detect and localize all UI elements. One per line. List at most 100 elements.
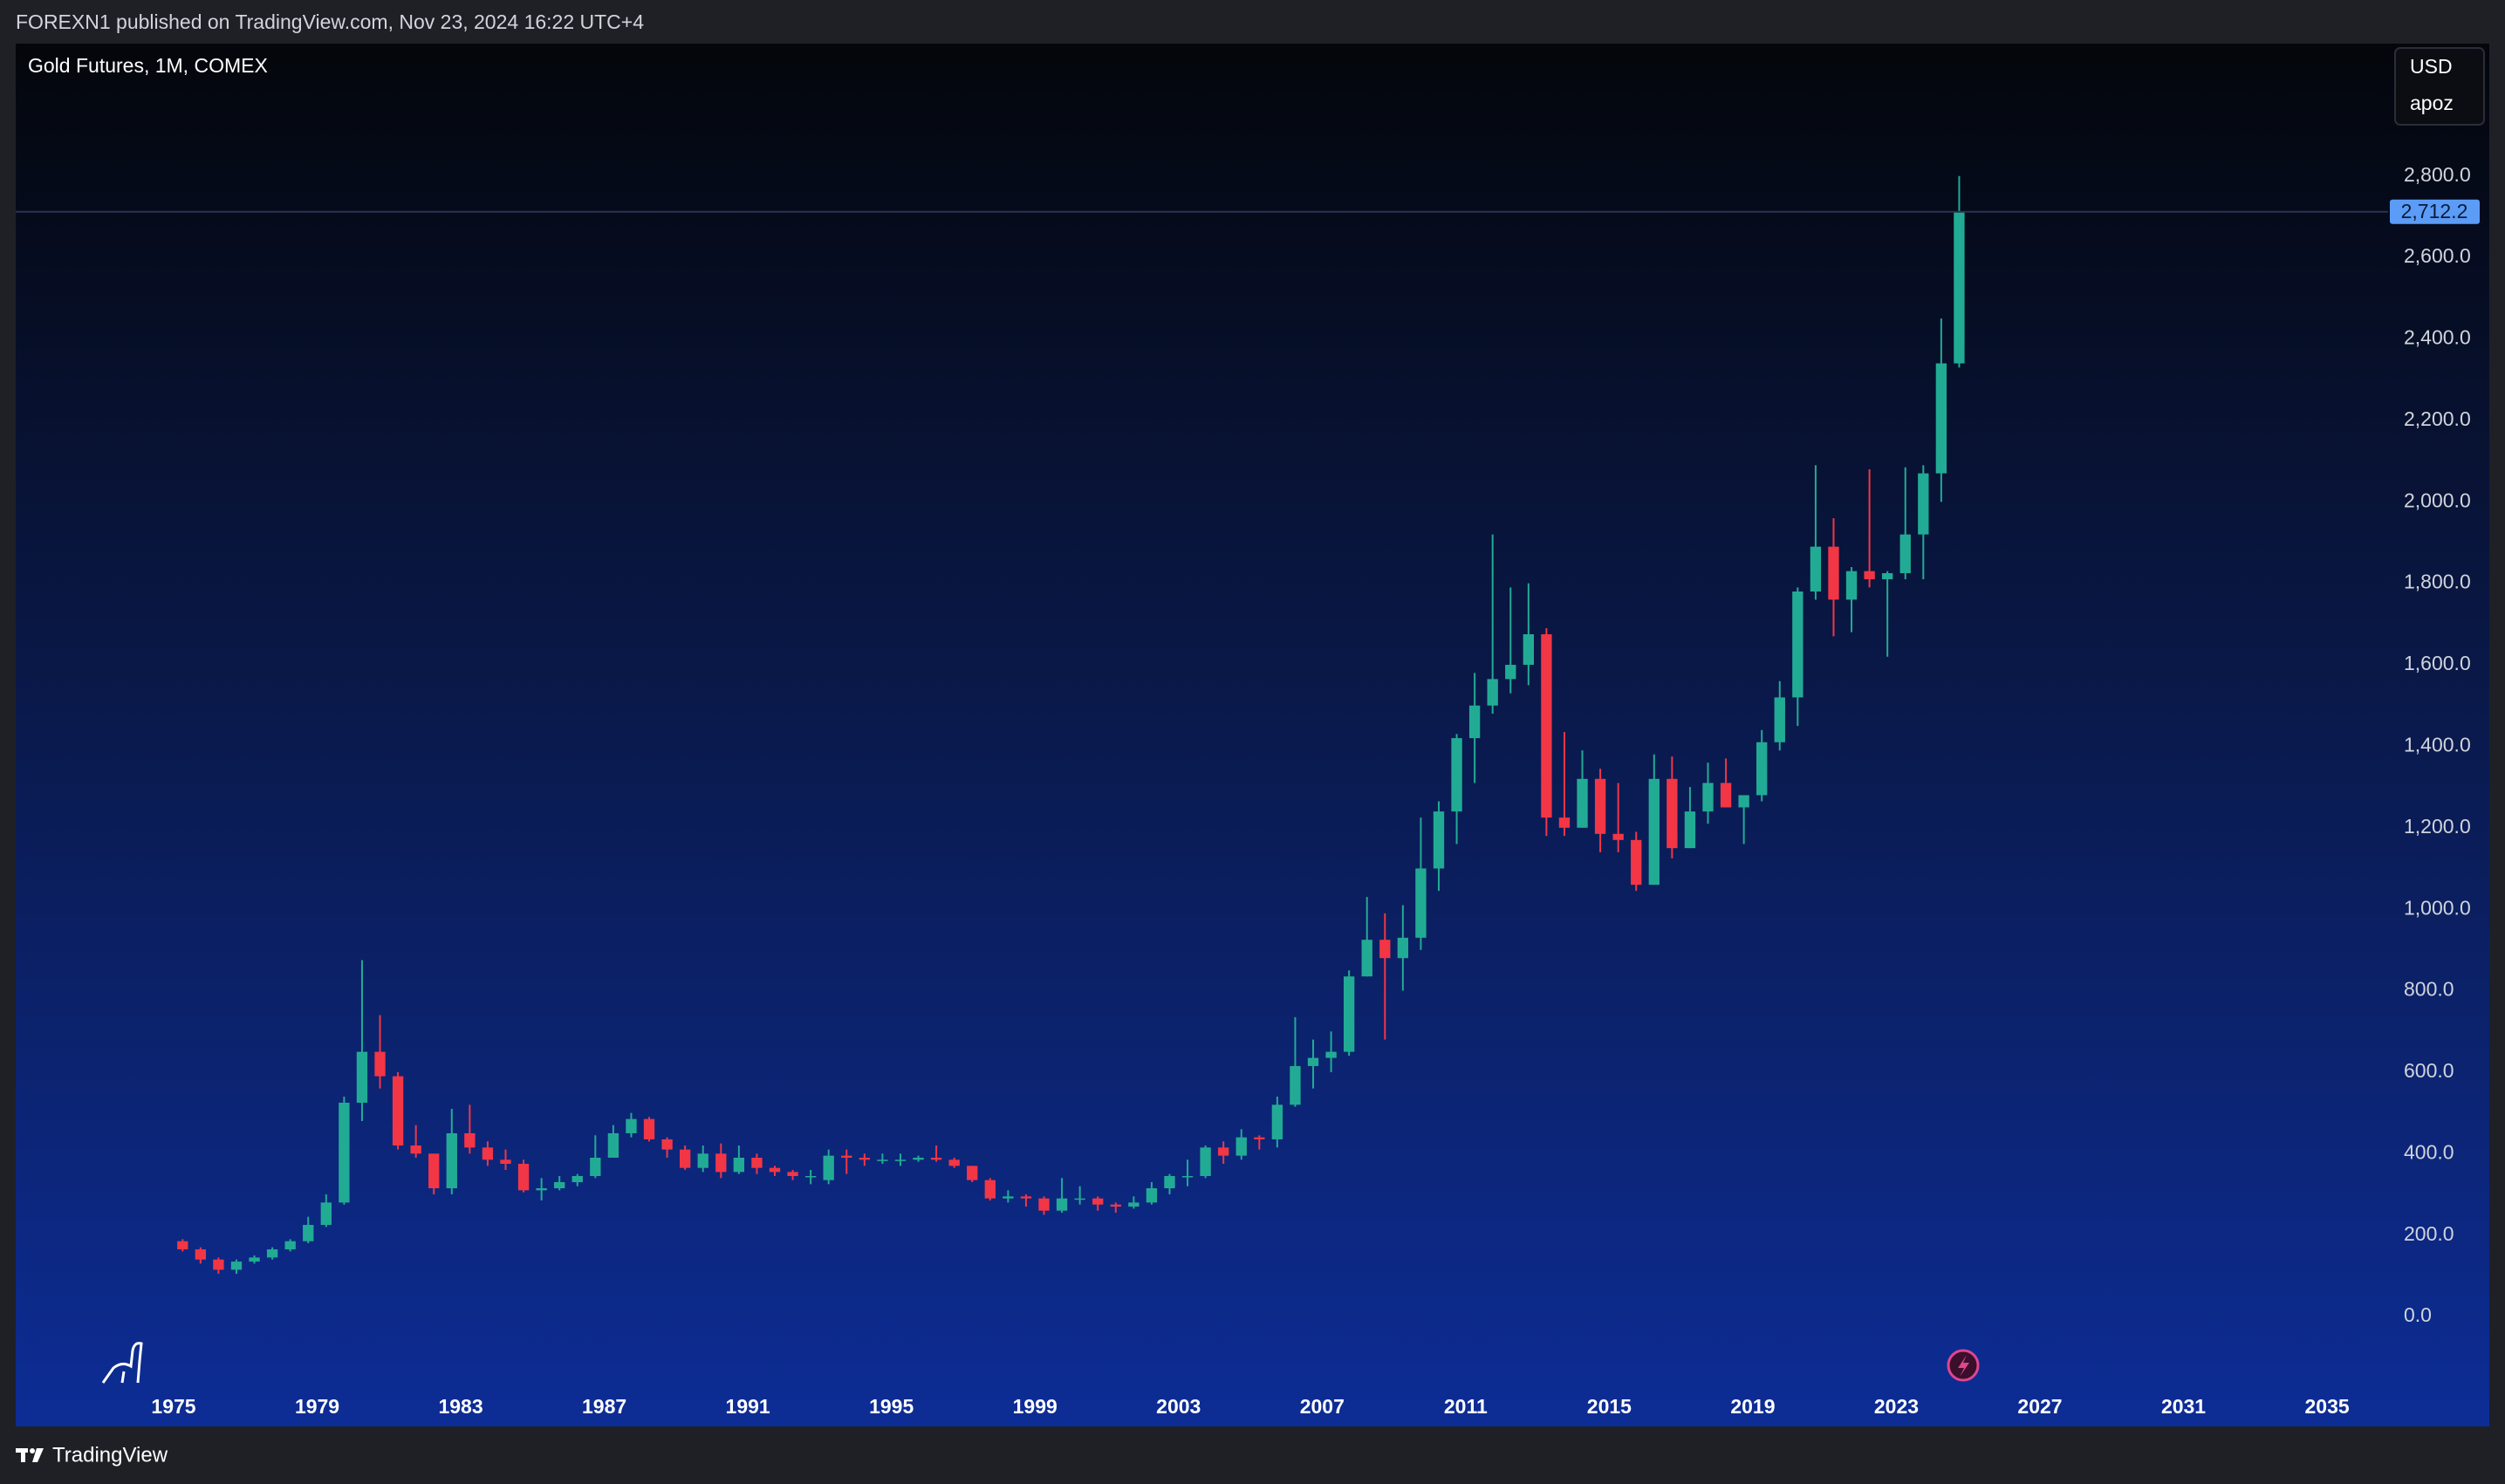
candle-body xyxy=(1558,817,1571,828)
candle-body xyxy=(626,1118,637,1133)
candle-body xyxy=(1899,534,1911,573)
candle-body xyxy=(1343,976,1355,1052)
candle-body xyxy=(661,1139,673,1150)
candle-body xyxy=(1468,705,1481,739)
x-tick-label: 2007 xyxy=(1300,1395,1345,1418)
candle-body xyxy=(1648,778,1660,886)
candle-body xyxy=(392,1076,404,1145)
y-tick-label: 400.0 xyxy=(2404,1140,2454,1163)
candle-body xyxy=(1200,1147,1211,1177)
candle-body xyxy=(948,1159,960,1166)
candle-body xyxy=(1612,833,1624,840)
candle-body xyxy=(967,1166,978,1180)
candle-body xyxy=(428,1153,440,1189)
candle-body xyxy=(1415,868,1427,938)
candle-body xyxy=(1487,679,1498,706)
candle-body xyxy=(1810,546,1822,592)
y-tick-label: 200.0 xyxy=(2404,1222,2454,1245)
candle-body xyxy=(590,1157,601,1177)
candle-body xyxy=(554,1182,565,1189)
candle-body xyxy=(1702,783,1714,812)
x-tick-label: 1983 xyxy=(438,1395,483,1418)
candle-body xyxy=(1181,1176,1194,1178)
candle-body xyxy=(1505,665,1516,680)
candle-body xyxy=(1792,591,1803,698)
candle-body xyxy=(607,1132,619,1158)
candle-body xyxy=(1738,795,1749,808)
tv-logo xyxy=(16,1448,44,1462)
candle-body xyxy=(859,1157,871,1160)
x-tick-label: 2027 xyxy=(2017,1395,2062,1418)
y-tick-label: 1,800.0 xyxy=(2404,571,2471,593)
candle-body xyxy=(1092,1198,1104,1205)
dino-icon xyxy=(101,1342,143,1384)
currency-box[interactable] xyxy=(2394,47,2485,126)
candle-body xyxy=(1307,1057,1319,1066)
x-tick-label: 1999 xyxy=(1013,1395,1057,1418)
candle-body xyxy=(1433,811,1445,869)
publisher-line: FOREXN1 published on TradingView.com, No… xyxy=(16,10,644,33)
candle-body xyxy=(1954,211,1965,364)
candle-body xyxy=(1756,742,1768,796)
y-tick-label: 1,000.0 xyxy=(2404,896,2471,919)
candle-body xyxy=(1451,738,1462,812)
candle-body xyxy=(339,1102,350,1203)
last-price-tag xyxy=(2390,199,2480,224)
y-tick-label: 1,400.0 xyxy=(2404,733,2471,756)
x-tick-label: 2023 xyxy=(1874,1395,1919,1418)
candle-body xyxy=(930,1157,942,1160)
x-tick-label: 1995 xyxy=(869,1395,914,1418)
candle-body xyxy=(517,1163,530,1191)
chart-panel xyxy=(16,44,2489,1426)
candle-body xyxy=(894,1159,907,1161)
candle-body xyxy=(1864,571,1875,579)
candle-body xyxy=(195,1249,207,1260)
candle-body xyxy=(1667,778,1678,849)
candle-body xyxy=(913,1157,924,1160)
y-tick-label: 2,800.0 xyxy=(2404,163,2471,186)
currency[interactable]: USD xyxy=(2410,55,2453,78)
candle-body xyxy=(877,1159,888,1161)
candle-body xyxy=(841,1155,852,1158)
candle-body xyxy=(213,1259,224,1270)
candle-body xyxy=(1056,1198,1068,1211)
candle-body xyxy=(984,1180,996,1199)
candle-body xyxy=(1935,363,1947,474)
y-tick-label: 1,600.0 xyxy=(2404,652,2471,674)
candle-body xyxy=(571,1176,583,1183)
candle-body xyxy=(303,1225,314,1241)
x-tick-label: 2031 xyxy=(2161,1395,2206,1418)
candle-body xyxy=(1397,937,1409,959)
candle-body xyxy=(1684,811,1696,849)
candle-body xyxy=(804,1176,817,1178)
candle-body xyxy=(1774,697,1785,742)
candle-body xyxy=(177,1241,188,1250)
candle-body xyxy=(500,1159,511,1164)
candle-body xyxy=(823,1155,834,1180)
x-tick-label: 2019 xyxy=(1730,1395,1775,1418)
candle-body xyxy=(1164,1176,1175,1189)
candle-body xyxy=(1594,778,1606,834)
candle-body xyxy=(1325,1051,1337,1058)
lightning-icon[interactable] xyxy=(1947,1349,1980,1382)
candle-body xyxy=(266,1249,278,1258)
candle-body xyxy=(1541,634,1552,818)
candle-body xyxy=(1828,546,1839,600)
candle-body xyxy=(1235,1137,1247,1156)
candle-body xyxy=(249,1257,260,1262)
candle-body xyxy=(230,1262,243,1270)
candle-body xyxy=(1379,940,1391,959)
candle-body xyxy=(446,1132,457,1189)
last-price-label: 2,712.2 xyxy=(2401,200,2468,222)
candle-body xyxy=(1003,1196,1014,1199)
y-tick-label: 0.0 xyxy=(2404,1303,2432,1326)
scale-label[interactable]: apoz xyxy=(2410,92,2454,114)
candle-body xyxy=(1020,1196,1032,1199)
x-tick-label: 1987 xyxy=(582,1395,626,1418)
candle-body xyxy=(1577,778,1588,828)
candle-body xyxy=(787,1172,798,1177)
candle-body xyxy=(536,1188,547,1191)
candle-body xyxy=(715,1153,727,1173)
